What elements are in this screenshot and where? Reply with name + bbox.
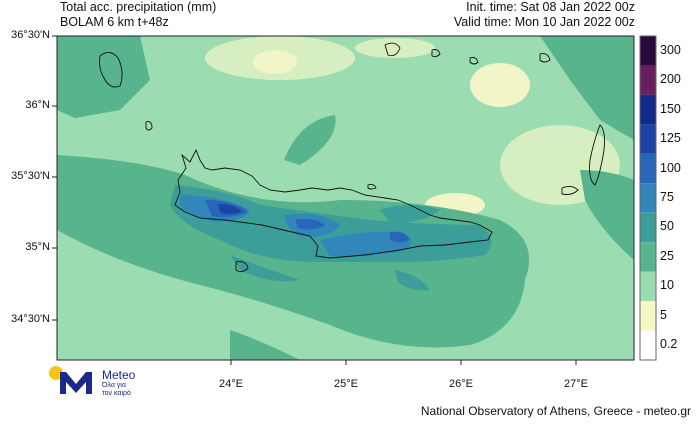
- gavdos-coastline: [235, 261, 249, 273]
- colorbar-label: 75: [660, 190, 674, 204]
- field-5-10-patch: [355, 38, 435, 58]
- colorbar-label: 50: [660, 219, 674, 234]
- colorbar-segment: [640, 183, 656, 213]
- field-25-50-south: [230, 330, 300, 360]
- meteo-m-icon: [60, 372, 92, 394]
- colorbar-label: 100: [660, 160, 681, 175]
- meteo-logo-icon: [49, 366, 92, 394]
- island-coastline: [384, 42, 401, 57]
- valid-time: Valid time: Mon 10 Jan 2022 00z: [453, 15, 635, 29]
- lat-tick-label: 35°N: [25, 241, 50, 253]
- map-area: [57, 36, 634, 360]
- kasos-coastline: [561, 185, 579, 195]
- islet-coastline: [431, 49, 441, 58]
- logo-tagline: Όλα για: [102, 382, 126, 389]
- colorbar-label: 125: [660, 131, 681, 146]
- islet-coastline: [539, 53, 551, 63]
- colorbar: [639, 35, 657, 361]
- lon-tick-label: 26°E: [449, 378, 473, 390]
- colorbar-segment: [640, 65, 656, 95]
- colorbar-segment: [640, 242, 656, 272]
- colorbar-segment: [640, 36, 656, 66]
- lon-tick-label: 25°E: [334, 378, 358, 390]
- kythira-coastline: [99, 52, 123, 88]
- colorbar-segment: [640, 330, 656, 360]
- field-5-10-patch: [470, 63, 530, 107]
- axis-ticks: [52, 35, 577, 365]
- colorbar-label: 0.2: [660, 337, 678, 352]
- field-75-100: [320, 231, 412, 257]
- lon-tick-label: 27°E: [564, 378, 588, 390]
- lat-tick-label: 34°30'N: [11, 313, 50, 325]
- colorbar-label: 5: [660, 307, 667, 322]
- field-50-75-patch: [230, 255, 300, 282]
- field-100-125: [390, 231, 410, 243]
- colorbar-segment: [640, 271, 656, 302]
- title-line-2: BOLAM 6 km t+48z: [60, 15, 169, 29]
- colorbar-segment: [640, 94, 656, 125]
- field-50-75-patch: [395, 270, 430, 291]
- colorbar-label: 25: [660, 248, 674, 263]
- field-25-50-central: [284, 115, 336, 165]
- logo-name: Meteo: [102, 368, 136, 382]
- lat-tick-label: 35°30'N: [11, 170, 50, 182]
- field-50-75-patch: [380, 205, 440, 223]
- sun-icon: [49, 366, 63, 380]
- title-line-1: Total acc. precipitation (mm): [60, 0, 217, 14]
- colorbar-segment: [640, 153, 656, 184]
- colorbar-segment: [640, 212, 656, 243]
- init-time: Init. time: Sat 08 Jan 2022 00z: [466, 0, 635, 14]
- islet-coastline: [145, 121, 153, 131]
- footer-credit: National Observatory of Athens, Greece -…: [420, 404, 691, 418]
- islet-coastline: [367, 183, 377, 190]
- coastlines: [99, 42, 605, 273]
- field-100-125: [295, 218, 325, 230]
- islet-coastline: [469, 57, 479, 65]
- crete-coastline: [174, 148, 493, 259]
- field-25-50-ne: [540, 36, 634, 140]
- colorbar-segment: [640, 124, 656, 154]
- field-125-150: [218, 204, 242, 214]
- colorbar-label: 10: [660, 278, 674, 293]
- lat-tick-label: 36°30'N: [11, 29, 50, 41]
- colorbar-segment: [640, 301, 656, 331]
- colorbar-label: 300: [660, 42, 681, 57]
- time-info: Init. time: Sat 08 Jan 2022 00z Valid ti…: [454, 0, 635, 30]
- field-25-50-east: [580, 170, 634, 260]
- karpathos-coastline: [589, 124, 605, 186]
- lon-tick-label: 24°E: [219, 378, 243, 390]
- colorbar-label: 200: [660, 72, 681, 87]
- colorbar-frame: [639, 35, 657, 361]
- colorbar-label: 150: [660, 101, 681, 116]
- lat-tick-label: 36°N: [25, 99, 50, 111]
- field-5-10-patch: [253, 50, 297, 74]
- map-title: Total acc. precipitation (mm) BOLAM 6 km…: [60, 0, 216, 30]
- logo-tagline: τον καιρό: [102, 390, 131, 397]
